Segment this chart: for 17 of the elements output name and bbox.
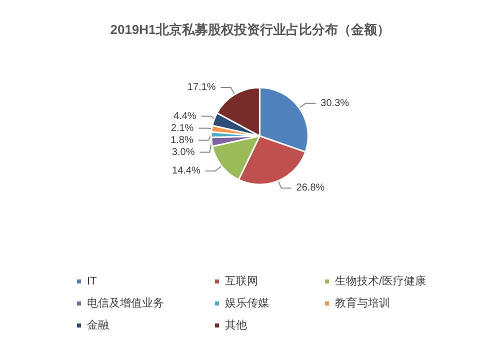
data-label: 3.0% xyxy=(172,146,195,158)
legend-label: 互联网 xyxy=(225,276,258,288)
legend-label: 电信及增值业务 xyxy=(87,296,164,310)
legend-label: 其他 xyxy=(225,318,247,332)
legend-label: IT xyxy=(87,276,98,288)
data-label: 4.4% xyxy=(174,110,196,122)
legend-label: 金融 xyxy=(87,320,109,332)
legend-label: 教育与培训 xyxy=(335,296,390,310)
legend-label: 娱乐传媒 xyxy=(225,296,269,310)
legend-label: 生物技术/医疗健康 xyxy=(335,274,426,288)
data-label: 14.4% xyxy=(172,165,200,176)
chart-title: 2019H1北京私募股权投资行业占比分布（金额） xyxy=(110,22,390,37)
data-label: 26.8% xyxy=(296,182,325,194)
data-label: 1.8% xyxy=(170,134,194,146)
data-label: 2.1% xyxy=(170,122,194,134)
data-label: 17.1% xyxy=(187,82,216,94)
data-label: 30.3% xyxy=(320,98,350,109)
